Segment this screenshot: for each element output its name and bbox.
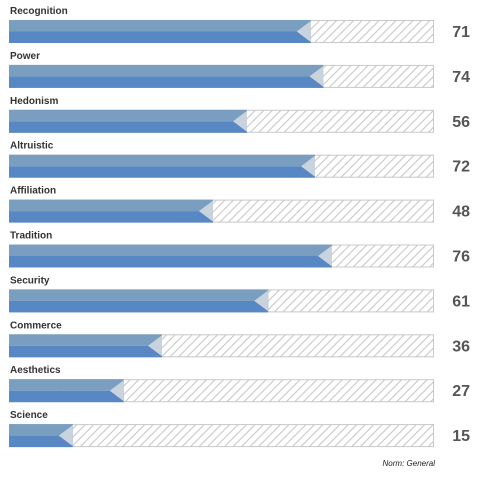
category-label-security: Security	[10, 275, 50, 286]
value-label-security: 61	[452, 293, 470, 310]
norm-label: Norm: General	[382, 459, 435, 468]
category-label-power: Power	[10, 51, 40, 62]
bar-lower-hedonism	[9, 121, 247, 133]
bar-track-science	[9, 424, 434, 448]
value-label-affiliation: 48	[452, 204, 470, 221]
bar-commerce	[9, 334, 162, 346]
bar-lower-altruistic	[9, 166, 315, 178]
bar-arrow-altruistic	[301, 155, 315, 177]
bar-hedonism	[9, 109, 247, 122]
value-label-recognition: 71	[452, 24, 470, 41]
bar-lower-power	[9, 76, 324, 88]
category-label-aesthetics: Aesthetics	[10, 365, 61, 376]
bar-arrow-recognition	[296, 21, 311, 42]
category-label-commerce: Commerce	[10, 320, 62, 331]
bar-arrow-power	[309, 65, 324, 87]
bar-arrow-commerce	[148, 335, 162, 357]
bar-science	[9, 424, 73, 436]
value-label-tradition: 76	[452, 249, 470, 266]
value-label-commerce: 36	[452, 338, 470, 355]
bar-security	[9, 289, 269, 301]
category-label-tradition: Tradition	[10, 231, 52, 242]
bar-tradition	[9, 244, 332, 256]
value-label-power: 74	[452, 69, 470, 86]
bar-recognition	[9, 20, 311, 32]
bar-lower-science	[9, 435, 73, 448]
bar-arrow-affiliation	[199, 200, 213, 222]
bar-arrow-tradition	[318, 245, 332, 267]
bar-lower-affiliation	[9, 211, 213, 223]
value-label-science: 15	[452, 428, 470, 445]
category-label-hedonism: Hedonism	[10, 96, 58, 107]
category-label-altruistic: Altruistic	[10, 141, 54, 152]
bar-lower-security	[9, 300, 269, 313]
bar-arrow-hedonism	[233, 110, 247, 132]
bar-lower-tradition	[9, 256, 332, 268]
category-label-science: Science	[10, 410, 48, 421]
bar-arrow-science	[58, 425, 73, 447]
bar-lower-commerce	[9, 345, 162, 358]
bar-lower-recognition	[9, 31, 311, 43]
bar-aesthetics	[9, 379, 124, 391]
bar-lower-aesthetics	[9, 390, 124, 403]
bar-arrow-security	[254, 290, 269, 312]
bar-altruistic	[9, 154, 315, 167]
category-label-affiliation: Affiliation	[10, 186, 56, 197]
value-label-hedonism: 56	[452, 114, 470, 131]
value-label-altruistic: 72	[452, 159, 470, 176]
category-label-recognition: Recognition	[10, 6, 68, 17]
bar-arrow-aesthetics	[109, 380, 124, 402]
bar-power	[9, 64, 324, 77]
bar-affiliation	[9, 199, 213, 212]
value-label-aesthetics: 27	[452, 383, 470, 400]
